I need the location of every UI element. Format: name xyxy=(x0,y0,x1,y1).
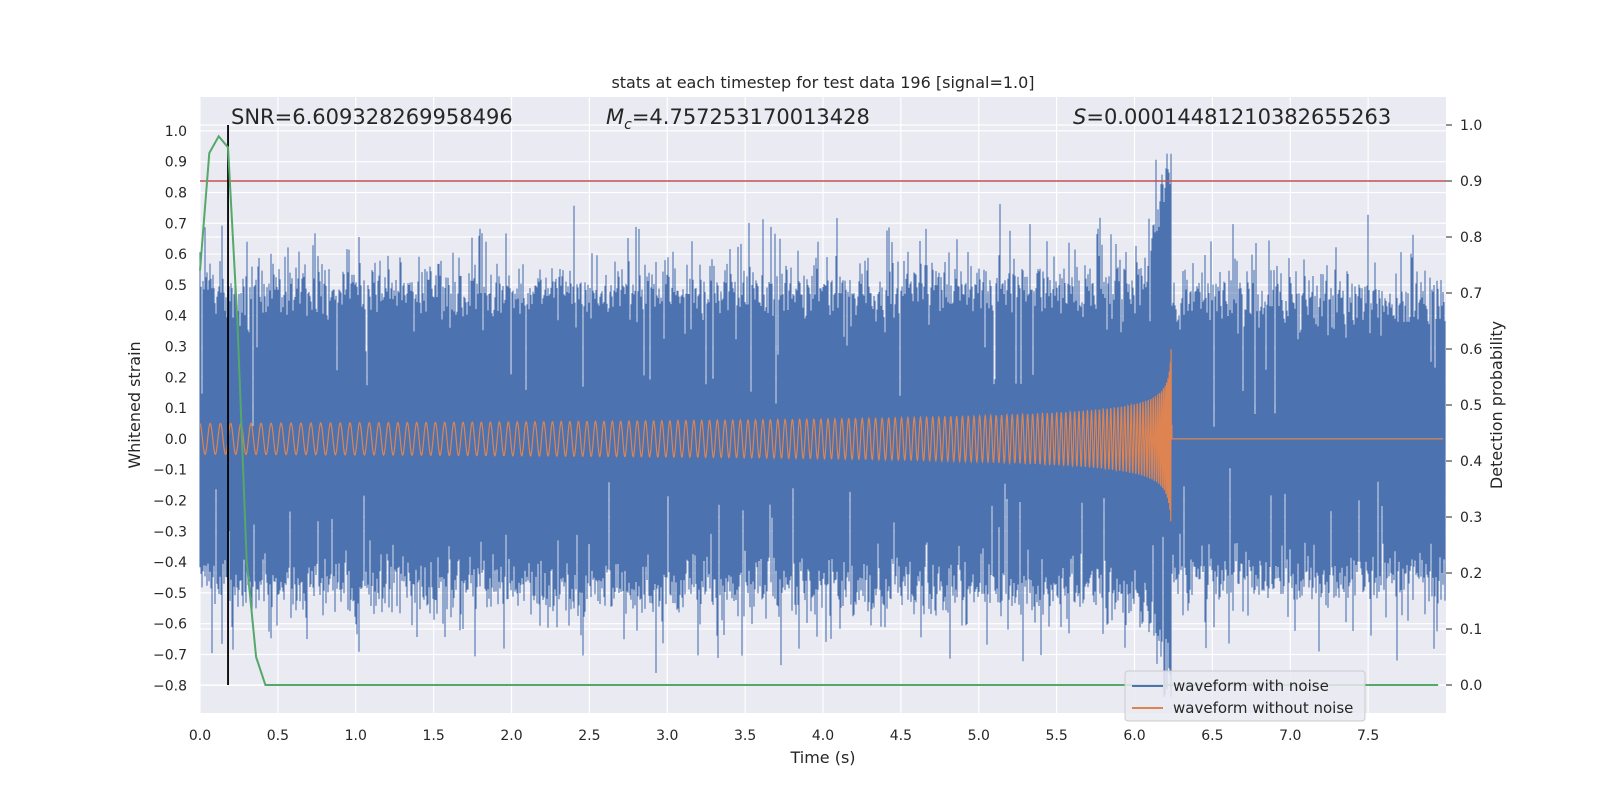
x-tick-label: 0.0 xyxy=(189,728,211,744)
x-tick-label: 4.0 xyxy=(812,728,834,744)
legend-box xyxy=(1124,670,1366,722)
y2-tick-label: 0.1 xyxy=(1460,622,1482,638)
y-tick-label: 0.0 xyxy=(165,432,187,448)
legend-label-clean: waveform without noise xyxy=(1173,699,1353,717)
x-tick-label: 2.5 xyxy=(578,728,600,744)
chart-title: stats at each timestep for test data 196… xyxy=(611,73,1034,92)
y2-tick-label: 0.4 xyxy=(1460,454,1482,470)
x-tick-label: 1.0 xyxy=(345,728,367,744)
y2-tick-label: 0.2 xyxy=(1460,566,1482,582)
y-tick-label: 0.7 xyxy=(165,216,187,232)
x-tick-label: 6.0 xyxy=(1123,728,1145,744)
y-tick-label: −0.4 xyxy=(153,555,187,571)
mc-value: =4.757253170013428 xyxy=(632,105,870,129)
y-tick-label: 0.5 xyxy=(165,278,187,294)
y2-tick-label: 0.5 xyxy=(1460,398,1482,414)
x-tick-label: 3.0 xyxy=(656,728,678,744)
x-tick-label: 6.5 xyxy=(1201,728,1223,744)
y-tick-label: 0.6 xyxy=(165,247,187,263)
y2-tick-label: 0.8 xyxy=(1460,230,1482,246)
y-tick-label: 1.0 xyxy=(165,124,187,140)
y-tick-label: −0.6 xyxy=(153,617,187,633)
detection-probability-line xyxy=(199,134,1439,686)
x-tick-label: 5.0 xyxy=(968,728,990,744)
y-axis-title: Whitened strain xyxy=(125,341,144,468)
snr-annotation: SNR=6.609328269958496 xyxy=(231,105,513,129)
y-tick-label: 0.8 xyxy=(165,185,187,201)
y-tick-label: 0.3 xyxy=(165,339,187,355)
axes: 0.0 0.5 1.0 1.5 2.0 2.5 3.0 3.5 4.0 4.5 5.0 5.5 6.0 6… xyxy=(153,118,1482,744)
overlay xyxy=(199,125,1446,686)
legend-label-noise: waveform with noise xyxy=(1173,677,1329,695)
x-tick-label: 5.5 xyxy=(1045,728,1067,744)
y2-tick-label: 0.9 xyxy=(1460,174,1482,190)
y-tick-label: −0.8 xyxy=(153,678,187,694)
y-tick-label: 0.9 xyxy=(165,155,187,171)
mc-annotation: Mc=4.757253170013428 xyxy=(606,105,870,133)
y2-tick-label: 0.7 xyxy=(1460,286,1482,302)
y-tick-label: −0.3 xyxy=(153,524,187,540)
y-tick-label: −0.7 xyxy=(153,647,187,663)
clean-waveform-line xyxy=(199,349,1443,522)
y-tick-label: 0.2 xyxy=(165,370,187,386)
y-tick-label: 0.1 xyxy=(165,401,187,417)
y2-axis-title: Detection probability xyxy=(1487,321,1506,489)
y2-tick-label: 0.6 xyxy=(1460,342,1482,358)
legend: waveform with noise waveform without noi… xyxy=(1124,670,1366,722)
x-tick-label: 2.0 xyxy=(500,728,522,744)
series-waveform-without-noise xyxy=(199,349,1443,522)
x-axis-title: Time (s) xyxy=(789,748,855,767)
y2-tick-label: 0.3 xyxy=(1460,510,1482,526)
y2-tick-label: 0.0 xyxy=(1460,678,1482,694)
y-tick-label: −0.5 xyxy=(153,586,187,602)
x-tick-label: 1.5 xyxy=(422,728,444,744)
x-tick-label: 3.5 xyxy=(734,728,756,744)
x-tick-label: 7.5 xyxy=(1357,728,1379,744)
y-tick-label: 0.4 xyxy=(165,309,187,325)
x-tick-label: 7.0 xyxy=(1279,728,1301,744)
s-value: =0.00014481210382655263 xyxy=(1086,105,1391,129)
s-symbol: S xyxy=(1073,105,1086,129)
x-tick-label: 4.5 xyxy=(890,728,912,744)
y-tick-label: −0.2 xyxy=(153,493,187,509)
y-tick-label: −0.1 xyxy=(153,463,187,479)
x-tick-label: 0.5 xyxy=(267,728,289,744)
mc-symbol: M xyxy=(606,105,624,129)
y2-tick-label: 1.0 xyxy=(1460,118,1482,134)
s-annotation: S=0.00014481210382655263 xyxy=(1073,105,1391,129)
mc-subscript: c xyxy=(624,117,632,133)
